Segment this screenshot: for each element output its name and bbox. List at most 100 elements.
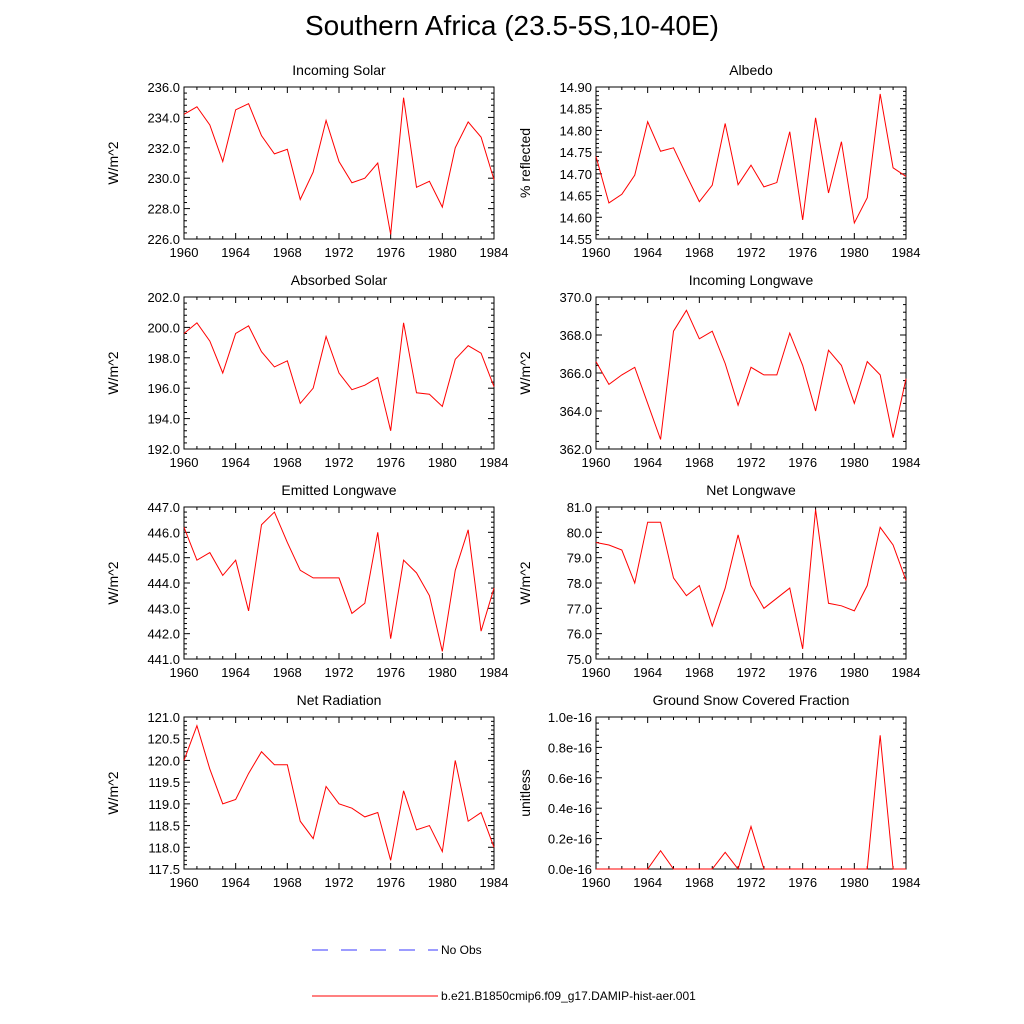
panel-title: Incoming Longwave bbox=[689, 272, 814, 288]
x-tick-label: 1964 bbox=[633, 875, 662, 890]
y-tick-label: 14.85 bbox=[559, 102, 592, 117]
x-tick-label: 1972 bbox=[325, 875, 354, 890]
x-tick-label: 1980 bbox=[428, 455, 457, 470]
plot-frame bbox=[595, 716, 907, 870]
legend: No Obs b.e21.B1850cmip6.f09_g17.DAMIP-hi… bbox=[312, 943, 696, 1003]
plot-frame bbox=[595, 506, 907, 660]
y-tick-label: 77.0 bbox=[567, 601, 592, 616]
panel-title: Absorbed Solar bbox=[291, 272, 388, 288]
y-tick-label: 14.90 bbox=[559, 80, 592, 95]
x-tick-label: 1976 bbox=[376, 875, 405, 890]
y-tick-label: 120.5 bbox=[147, 732, 180, 747]
y-tick-label: 80.0 bbox=[567, 525, 592, 540]
y-tick-label: 446.0 bbox=[147, 525, 180, 540]
y-tick-label: 120.0 bbox=[147, 753, 180, 768]
plot-frame bbox=[595, 296, 907, 450]
x-tick-label: 1964 bbox=[633, 455, 662, 470]
y-tick-label: 76.0 bbox=[567, 627, 592, 642]
x-tick-label: 1968 bbox=[273, 875, 302, 890]
x-tick-label: 1968 bbox=[273, 665, 302, 680]
x-tick-label: 1972 bbox=[737, 665, 766, 680]
x-tick-label: 1964 bbox=[221, 245, 250, 260]
series-line-incoming-solar bbox=[183, 97, 495, 235]
x-tick-label: 1964 bbox=[221, 455, 250, 470]
panel-albedo: Albedo % reflected 1960 1964 1968 1972 1976 198… bbox=[517, 62, 920, 260]
y-tick-label: 121.0 bbox=[147, 710, 180, 725]
panel-title: Emitted Longwave bbox=[281, 482, 396, 498]
y-tick-label: 0.8e-16 bbox=[548, 740, 592, 755]
x-tick-label: 1980 bbox=[840, 245, 869, 260]
plot-frame bbox=[183, 716, 495, 870]
y-axis-label: % reflected bbox=[517, 128, 533, 198]
x-tick-label: 1976 bbox=[376, 455, 405, 470]
y-tick-label: 117.5 bbox=[148, 862, 180, 877]
legend-model-label: b.e21.B1850cmip6.f09_g17.DAMIP-hist-aer.… bbox=[441, 989, 696, 1003]
x-tick-label: 1968 bbox=[685, 455, 714, 470]
x-tick-label: 1976 bbox=[788, 875, 817, 890]
x-tick-label: 1984 bbox=[480, 245, 509, 260]
y-tick-label: 444.0 bbox=[147, 576, 180, 591]
x-tick-label: 1964 bbox=[633, 665, 662, 680]
y-tick-label: 75.0 bbox=[567, 652, 592, 667]
y-axis-label: W/m^2 bbox=[105, 141, 121, 184]
y-axis-label: W/m^2 bbox=[517, 351, 533, 394]
y-tick-label: 0.0e-16 bbox=[548, 862, 592, 877]
panel-net-radiation: Net Radiation W/m^2 1960 1964 1968 1972 1976 19… bbox=[105, 692, 508, 890]
y-axis-label: unitless bbox=[517, 769, 533, 816]
y-tick-label: 118.5 bbox=[148, 819, 180, 834]
x-tick-label: 1980 bbox=[840, 665, 869, 680]
series-line-albedo bbox=[595, 93, 907, 225]
y-axis-label: W/m^2 bbox=[517, 561, 533, 604]
y-tick-label: 119.0 bbox=[148, 797, 180, 812]
y-tick-label: 443.0 bbox=[147, 601, 180, 616]
y-tick-label: 81.0 bbox=[567, 500, 592, 515]
y-tick-label: 441.0 bbox=[147, 652, 180, 667]
y-tick-label: 364.0 bbox=[559, 404, 592, 419]
y-tick-label: 230.0 bbox=[147, 171, 180, 186]
y-tick-label: 14.70 bbox=[559, 167, 592, 182]
y-tick-label: 442.0 bbox=[147, 627, 180, 642]
x-tick-label: 1960 bbox=[582, 245, 611, 260]
y-tick-label: 362.0 bbox=[559, 442, 592, 457]
x-tick-label: 1968 bbox=[685, 665, 714, 680]
x-tick-label: 1980 bbox=[428, 875, 457, 890]
panel-net-longwave: Net Longwave W/m^2 1960 1964 1968 1972 1976 198… bbox=[517, 482, 920, 680]
x-tick-label: 1976 bbox=[376, 245, 405, 260]
y-tick-label: 236.0 bbox=[147, 80, 180, 95]
x-tick-label: 1960 bbox=[582, 455, 611, 470]
y-tick-label: 370.0 bbox=[559, 290, 592, 305]
x-tick-label: 1964 bbox=[221, 875, 250, 890]
plot-frame bbox=[595, 86, 907, 240]
y-tick-label: 226.0 bbox=[147, 232, 180, 247]
x-tick-label: 1960 bbox=[582, 875, 611, 890]
y-tick-label: 232.0 bbox=[147, 141, 180, 156]
x-tick-label: 1984 bbox=[892, 455, 921, 470]
x-tick-label: 1968 bbox=[685, 875, 714, 890]
y-tick-label: 0.4e-16 bbox=[548, 801, 592, 816]
y-tick-label: 368.0 bbox=[559, 328, 592, 343]
y-axis-label: W/m^2 bbox=[105, 561, 121, 604]
series-line-emitted-longwave bbox=[183, 511, 495, 652]
panel-grid: Incoming Solar W/m^2 1960 1964 1968 1972 1976 1… bbox=[105, 62, 920, 890]
x-tick-label: 1984 bbox=[480, 665, 509, 680]
y-tick-label: 78.0 bbox=[567, 576, 592, 591]
y-tick-label: 14.65 bbox=[559, 189, 592, 204]
y-tick-label: 194.0 bbox=[147, 412, 180, 427]
x-tick-label: 1976 bbox=[376, 665, 405, 680]
y-axis-label: W/m^2 bbox=[105, 771, 121, 814]
x-tick-label: 1976 bbox=[788, 245, 817, 260]
y-tick-label: 200.0 bbox=[147, 320, 180, 335]
x-tick-label: 1960 bbox=[170, 875, 199, 890]
y-tick-label: 196.0 bbox=[147, 381, 180, 396]
x-tick-label: 1972 bbox=[325, 245, 354, 260]
y-tick-label: 79.0 bbox=[567, 551, 592, 566]
y-tick-label: 366.0 bbox=[559, 366, 592, 381]
x-tick-label: 1984 bbox=[480, 875, 509, 890]
panel-title: Ground Snow Covered Fraction bbox=[653, 692, 850, 708]
x-tick-label: 1968 bbox=[273, 455, 302, 470]
y-tick-label: 202.0 bbox=[147, 290, 180, 305]
x-tick-label: 1972 bbox=[737, 455, 766, 470]
y-tick-label: 14.60 bbox=[559, 210, 592, 225]
y-tick-label: 14.55 bbox=[559, 232, 592, 247]
